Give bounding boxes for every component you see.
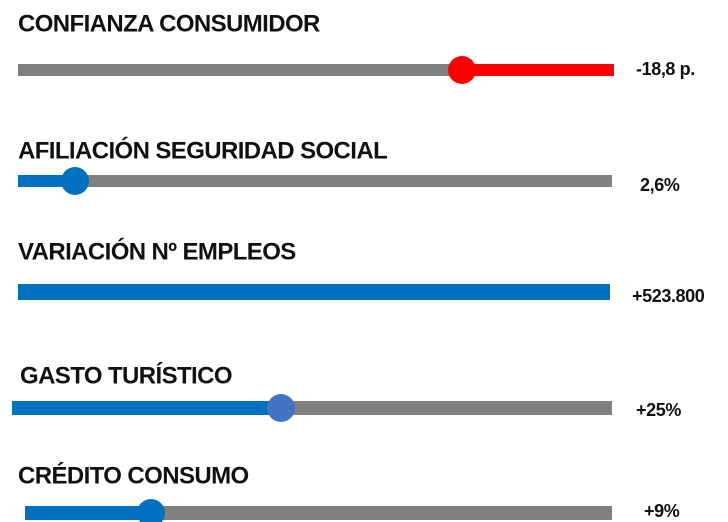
- track: [25, 506, 612, 520]
- knob: [61, 167, 89, 195]
- indicator: GASTO TURÍSTICO +25%: [12, 361, 682, 422]
- indicator-value: 2,6%: [640, 175, 680, 195]
- knob: [137, 499, 165, 522]
- indicator-label: VARIACIÓN Nº EMPLEOS: [18, 237, 296, 265]
- indicator-label: CRÉDITO CONSUMO: [18, 461, 249, 489]
- fill: [12, 401, 281, 415]
- fill: [25, 506, 151, 520]
- knob: [267, 394, 295, 422]
- fill: [18, 175, 75, 187]
- indicator: VARIACIÓN Nº EMPLEOS +523.800: [18, 237, 705, 306]
- indicator: CONFIANZA CONSUMIDOR -18,8 p.: [18, 10, 695, 84]
- track: [18, 64, 464, 76]
- indicator-value: -18,8 p.: [636, 59, 695, 79]
- knob: [448, 56, 476, 84]
- fill: [18, 284, 610, 300]
- indicator-value: +523.800: [632, 286, 705, 306]
- indicator-label: CONFIANZA CONSUMIDOR: [18, 10, 320, 37]
- indicator-value: +9%: [644, 501, 680, 521]
- indicator-label: GASTO TURÍSTICO: [20, 361, 232, 389]
- fill: [462, 64, 614, 76]
- indicator: CRÉDITO CONSUMO +9%: [18, 461, 680, 522]
- track: [18, 175, 612, 187]
- indicator: AFILIACIÓN SEGURIDAD SOCIAL 2,6%: [18, 136, 680, 195]
- indicator-label: AFILIACIÓN SEGURIDAD SOCIAL: [18, 136, 387, 164]
- indicator-value: +25%: [636, 400, 681, 420]
